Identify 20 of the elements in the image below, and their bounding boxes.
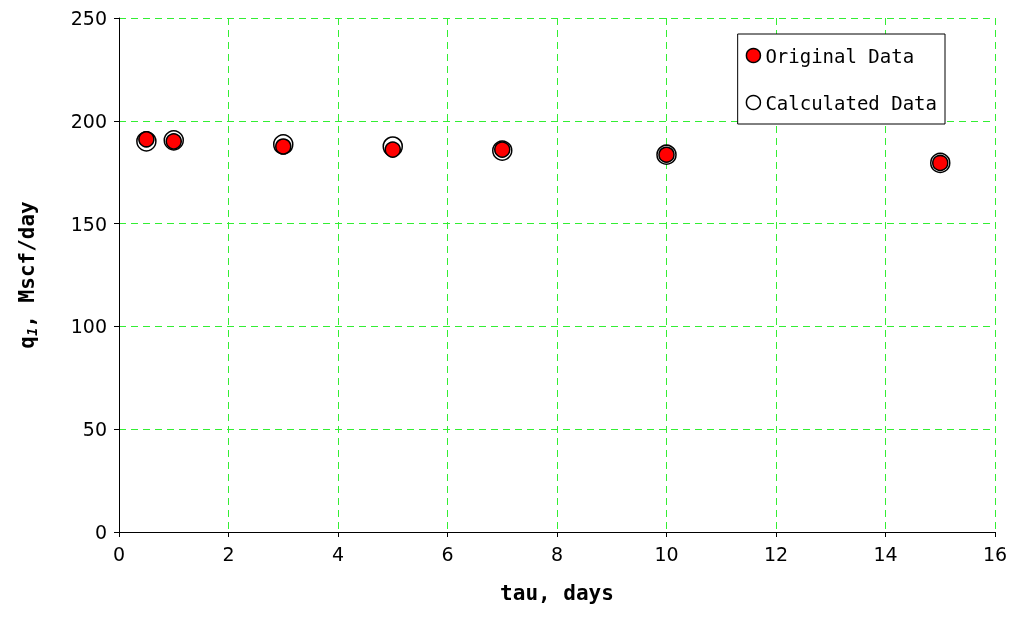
x-tick-label: 0 (112, 542, 126, 565)
x-tick-label: 16 (982, 542, 1008, 565)
y-tick-label: 250 (70, 7, 107, 29)
x-tick-label: 4 (331, 542, 345, 565)
x-axis-title: tau, days (500, 580, 614, 605)
y-tick-label: 0 (94, 521, 107, 543)
y-tick-label: 100 (70, 315, 107, 338)
legend-label: Calculated Data (765, 91, 938, 114)
x-tick-label: 2 (222, 542, 235, 565)
point (384, 141, 401, 158)
x-tick-label: 12 (763, 542, 789, 565)
x-tick-label: 8 (550, 542, 564, 565)
y-axis-title: q1, Mscf/day (15, 200, 40, 349)
legend-label: Original Data (765, 44, 915, 67)
y-tick-label: 200 (70, 109, 107, 132)
y-tick-label: 150 (70, 212, 107, 235)
x-tick-label: 10 (654, 542, 679, 565)
y-tick-label: 50 (82, 418, 107, 441)
x-tick-label: 14 (873, 542, 898, 565)
x-tick-label: 6 (441, 542, 454, 565)
